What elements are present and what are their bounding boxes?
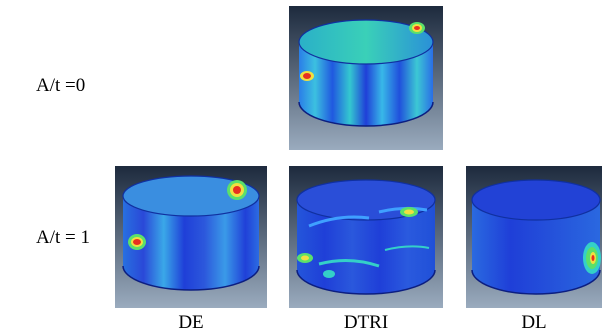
column-label-dtri: DTRI: [343, 312, 389, 333]
contour-plot-a-t-0: [289, 6, 443, 150]
contour-plot-dtri: [289, 166, 443, 308]
row-label-a-t-0: A/t =0: [36, 75, 86, 96]
column-label-dl: DL: [521, 312, 547, 333]
row-label-a-t-1: A/t = 1: [36, 227, 90, 248]
contour-plot-de: [115, 166, 267, 308]
contour-plot-dl: [466, 166, 602, 308]
column-label-de: DE: [178, 312, 204, 333]
